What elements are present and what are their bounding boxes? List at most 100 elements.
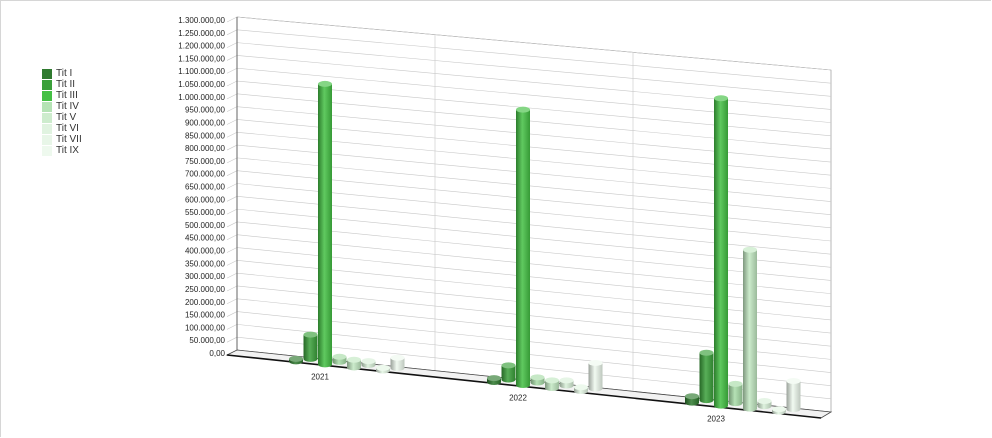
bar-tit-v-2021 <box>347 356 361 371</box>
gridline <box>236 260 832 321</box>
y-tick-label: 250.000,00 <box>185 285 226 294</box>
legend-item: Tit IV <box>42 101 82 112</box>
gridline <box>236 247 832 308</box>
gridline <box>236 106 832 163</box>
gridline-side <box>226 298 238 305</box>
bar-tit-i-2023 <box>685 393 699 406</box>
gridline <box>236 144 832 202</box>
bar-body <box>545 380 559 392</box>
bar-tit-vi-2023 <box>757 398 772 410</box>
y-tick-label: 850.000,00 <box>185 131 226 140</box>
legend-label: Tit VII <box>56 134 82 145</box>
y-tick-label: 750.000,00 <box>185 157 226 166</box>
legend-item: Tit IX <box>42 145 82 156</box>
legend: Tit I Tit II Tit III Tit IV Tit V Tit VI Tit V… <box>42 68 82 156</box>
gridline <box>236 170 832 229</box>
y-tick-label: 800.000,00 <box>185 144 226 153</box>
bar-body <box>786 380 801 413</box>
gridline-side <box>226 93 238 100</box>
legend-label: Tit III <box>56 90 78 101</box>
legend-swatch <box>42 123 52 134</box>
bar-tit-iv-2022 <box>530 374 545 386</box>
legend-label: Tit V <box>56 112 77 123</box>
gridline <box>236 285 832 347</box>
gridline-side <box>226 311 238 317</box>
gridline-side <box>226 29 238 36</box>
gridline <box>236 208 832 268</box>
gridline <box>236 311 832 373</box>
y-tick-label: 1.050.000,00 <box>178 80 225 89</box>
bar-tit-iv-2023 <box>728 380 743 407</box>
y-tick-label: 400.000,00 <box>185 247 226 256</box>
bar-top <box>559 377 574 384</box>
gridline-side <box>226 132 238 138</box>
bar-top <box>714 95 728 102</box>
gridline-side <box>226 247 238 253</box>
bar-tit-iii-2023 <box>714 95 728 409</box>
legend-label: Tit I <box>56 68 73 79</box>
y-tick-label: 150.000,00 <box>185 311 226 320</box>
bar-top <box>772 406 786 413</box>
bar-top <box>361 358 376 365</box>
y-tick-label: 0,00 <box>209 349 225 358</box>
bar-body <box>390 357 405 371</box>
bar-tit-vii-2021 <box>376 364 390 374</box>
gridline <box>236 196 832 255</box>
legend-item: Tit VI <box>42 123 82 134</box>
gridline <box>236 67 832 123</box>
y-tick-label: 550.000,00 <box>185 208 226 217</box>
bar-body <box>516 109 530 389</box>
bar-top <box>332 353 347 360</box>
y-tick-label: 1.300.000,00 <box>178 16 225 25</box>
gridline <box>236 272 832 334</box>
gridline-side <box>226 272 238 279</box>
gridline-side <box>226 324 238 330</box>
bar-tit-vi-2021 <box>361 358 376 368</box>
bar-tit-i-2021 <box>289 355 303 365</box>
bar-tit-ii-2022 <box>501 362 516 383</box>
bar-body <box>714 98 728 409</box>
legend-swatch <box>42 79 52 90</box>
x-tick-label: 2021 <box>311 373 329 382</box>
gridline <box>236 42 832 97</box>
bar-top <box>588 359 603 366</box>
bar-top <box>347 356 361 363</box>
legend-item: Tit III <box>42 90 82 101</box>
legend-swatch <box>42 101 52 112</box>
legend-label: Tit VI <box>56 123 79 134</box>
gridline <box>236 298 832 360</box>
y-tick-label: 450.000,00 <box>185 234 226 243</box>
bar-top <box>757 398 772 405</box>
gridline <box>236 157 832 215</box>
bar-tit-iv-2021 <box>332 353 347 365</box>
bar-tit-iii-2022 <box>516 106 530 389</box>
y-tick-label: 1.000.000,00 <box>178 93 225 102</box>
bar-body <box>347 359 361 371</box>
bar-tit-ii-2021 <box>303 331 318 362</box>
gridline-side <box>226 80 238 87</box>
gridline <box>236 324 832 386</box>
bar-top <box>699 349 714 356</box>
gridline <box>236 16 832 71</box>
x-tick-label: 2022 <box>509 394 527 403</box>
y-tick-label: 350.000,00 <box>185 259 226 268</box>
y-tick-label: 1.150.000,00 <box>178 54 225 63</box>
y-tick-label: 200.000,00 <box>185 298 226 307</box>
y-tick-label: 1.200.000,00 <box>178 42 225 51</box>
gridline-side <box>226 260 238 266</box>
gridline-side <box>226 55 238 61</box>
bar-top <box>545 377 559 384</box>
gridline-side <box>226 170 238 176</box>
bar-tit-v-2023 <box>743 246 757 412</box>
bar-top <box>743 246 757 253</box>
bar-top <box>728 380 743 387</box>
gridline-side <box>226 196 238 202</box>
y-tick-label: 100.000,00 <box>185 323 226 332</box>
bar-body <box>318 83 332 368</box>
gridline <box>236 29 832 84</box>
gridline-side <box>226 67 238 74</box>
bar-top <box>289 355 303 362</box>
y-tick-label: 1.100.000,00 <box>178 67 225 76</box>
gridline <box>236 131 832 189</box>
gridline-side <box>226 336 238 343</box>
